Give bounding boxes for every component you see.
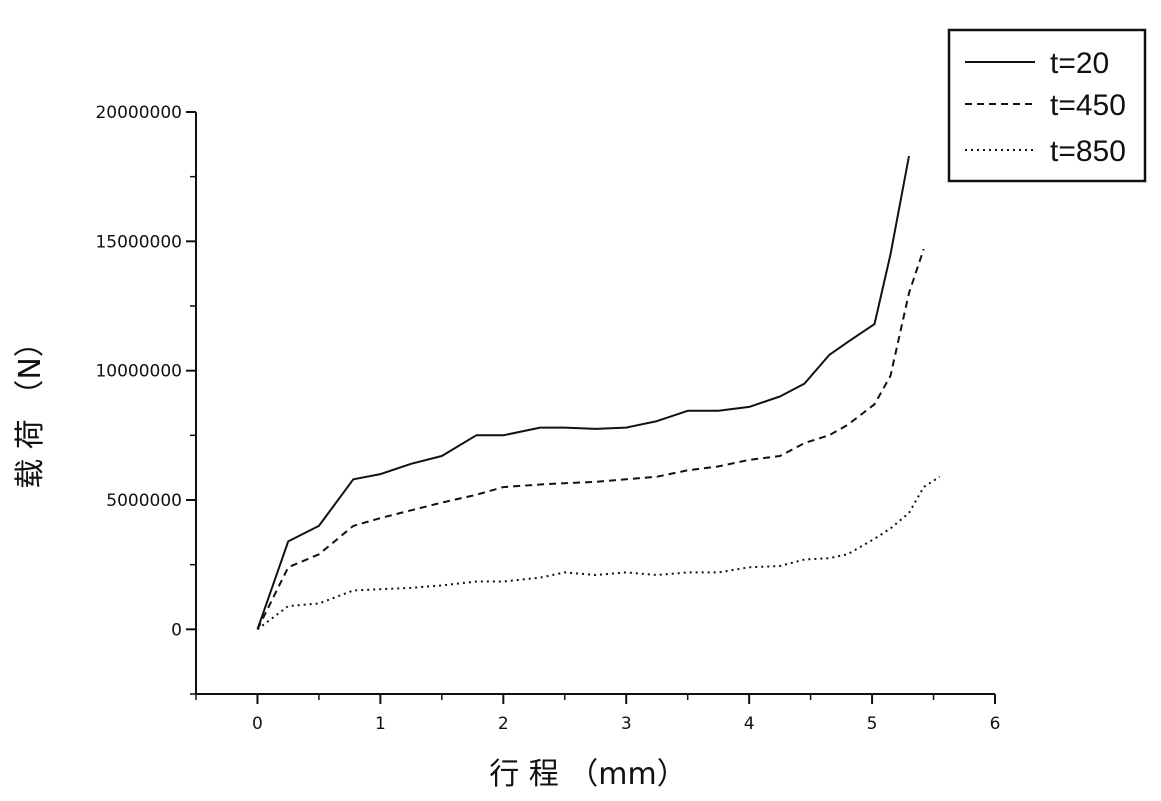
x-axis-title: 行 程 （mm） xyxy=(489,757,687,792)
x-tick-label: 0 xyxy=(252,714,263,734)
x-tick-label: 2 xyxy=(498,714,509,734)
series-line-t=450 xyxy=(256,248,925,630)
series-layer xyxy=(256,155,941,631)
y-axis-ticks: 0 5000000 10000000 15000000 20000000 xyxy=(95,103,196,695)
legend-box xyxy=(947,28,1147,183)
y-axis-title: 载 荷 （N） xyxy=(13,327,48,489)
y-tick-label: 10000000 xyxy=(95,362,182,382)
legend: t=20 t=450 t=850 xyxy=(947,28,1147,183)
legend-items: t=20 t=450 t=850 xyxy=(965,47,1126,168)
legend-label-t=20: t=20 xyxy=(1050,47,1109,80)
legend-label-t=450: t=450 xyxy=(1050,89,1126,122)
x-tick-label: 3 xyxy=(621,714,632,734)
x-tick-label: 4 xyxy=(744,714,755,734)
x-axis-ticks: 0 1 2 3 4 5 6 xyxy=(195,694,1001,734)
y-tick-label: 5000000 xyxy=(106,491,182,511)
x-tick-label: 6 xyxy=(990,714,1001,734)
x-tick-label: 1 xyxy=(375,714,386,734)
y-tick-label: 0 xyxy=(171,620,182,640)
series-line-t=20 xyxy=(256,155,910,630)
y-tick-label: 20000000 xyxy=(95,103,182,123)
legend-label-t=850: t=850 xyxy=(1050,135,1126,168)
series-line-t=850 xyxy=(256,475,941,631)
x-tick-label: 5 xyxy=(867,714,878,734)
plot-frame xyxy=(195,112,995,695)
y-tick-label: 15000000 xyxy=(95,232,182,252)
